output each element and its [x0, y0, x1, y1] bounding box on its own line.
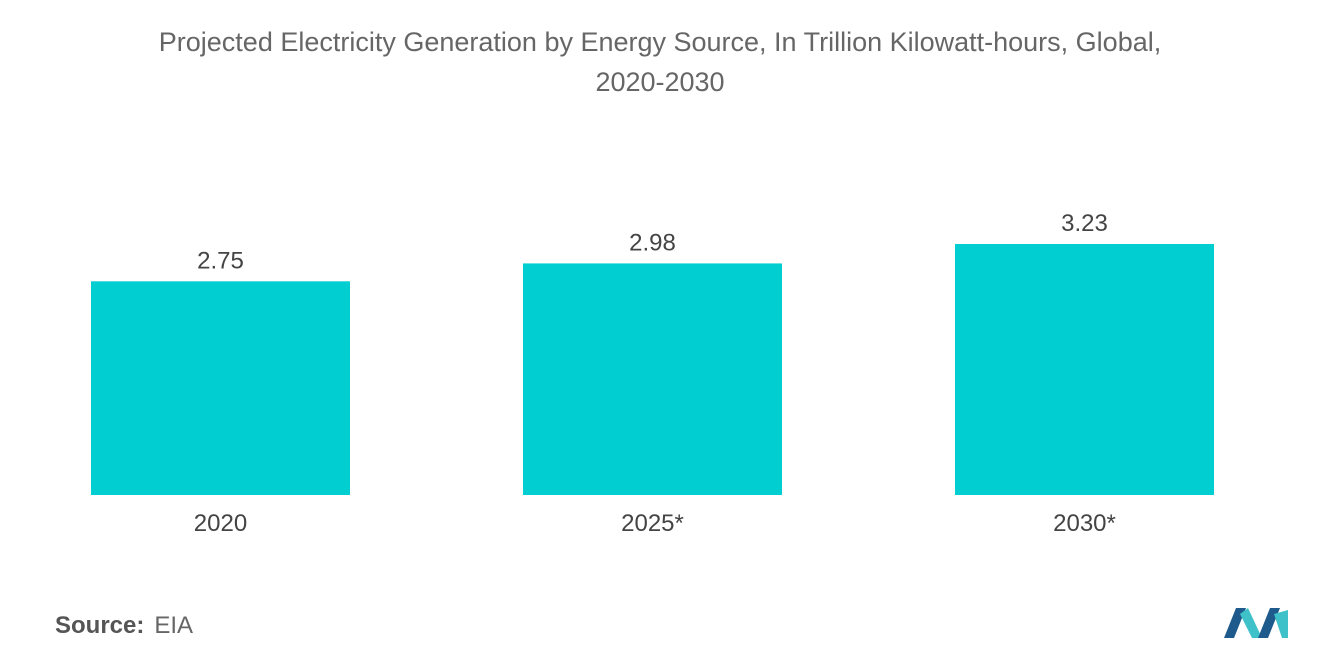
chart-title: Projected Electricity Generation by Ener…	[20, 22, 1300, 102]
data-label: 2.98	[629, 229, 676, 256]
data-label: 2.75	[197, 247, 244, 274]
x-tick-label: 2020	[194, 510, 247, 537]
mordor-logo-icon	[1224, 608, 1288, 638]
x-tick-label: 2030*	[1053, 510, 1116, 537]
source-value: EIA	[154, 612, 194, 639]
bar-2025-projected	[523, 263, 782, 495]
data-label: 3.23	[1061, 210, 1108, 237]
source-note: Source: EIA	[55, 612, 193, 640]
bar-2020	[91, 281, 350, 495]
bar-2030-projected	[955, 244, 1214, 495]
source-label: Source:	[55, 612, 145, 639]
x-tick-label: 2025*	[621, 510, 684, 537]
chart-title-line-2: 2020-2030	[595, 67, 725, 97]
chart-title-line-1: Projected Electricity Generation by Ener…	[158, 27, 1162, 57]
